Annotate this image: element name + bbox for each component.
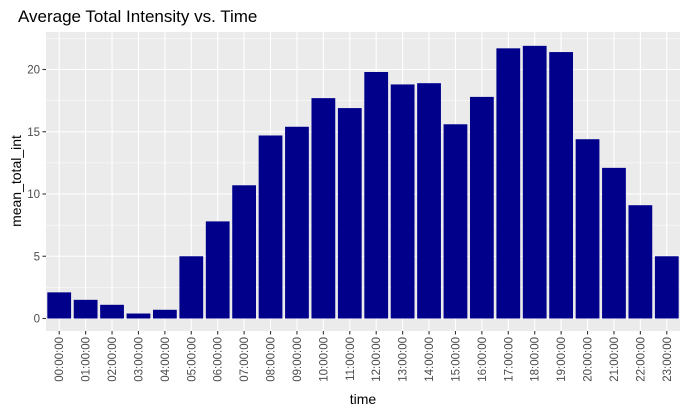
x-tick-label: 02:00:00 — [107, 337, 119, 382]
bar-02 — [100, 304, 124, 319]
x-tick-label: 14:00:00 — [424, 337, 436, 382]
y-axis: 0 5 10 15 20 — [27, 65, 46, 326]
x-tick-label: 21:00:00 — [609, 337, 621, 382]
bar-04 — [152, 309, 177, 319]
bar-18 — [522, 45, 547, 319]
x-tick-label: 03:00:00 — [133, 337, 145, 382]
x-tick-label: 17:00:00 — [503, 337, 515, 382]
x-tick-label: 06:00:00 — [213, 337, 225, 382]
x-axis-title: time — [350, 391, 377, 407]
x-tick-label: 16:00:00 — [477, 337, 489, 382]
bar-10 — [311, 98, 336, 319]
x-tick-label: 07:00:00 — [239, 337, 251, 382]
bar-14 — [417, 83, 441, 319]
x-tick-label: 01:00:00 — [81, 337, 93, 382]
x-tick-label: 11:00:00 — [345, 337, 357, 381]
bar-23 — [654, 256, 679, 319]
panel-background — [46, 32, 680, 331]
x-tick-label: 12:00:00 — [371, 337, 383, 382]
y-tick-label: 0 — [34, 314, 40, 326]
x-axis: 00:00:00 01:00:00 02:00:00 03:00:00 04:00:00… — [54, 331, 674, 382]
bar-13 — [390, 84, 415, 319]
x-tick-label: 10:00:00 — [318, 337, 330, 382]
x-tick-label: 04:00:00 — [160, 337, 172, 382]
y-axis-title: mean_total_int — [8, 135, 24, 227]
bar-15 — [443, 124, 468, 319]
bar-06 — [205, 221, 230, 319]
bar-21 — [602, 167, 626, 319]
bar-12 — [364, 71, 389, 319]
bar-08 — [258, 135, 283, 319]
x-tick-label: 23:00:00 — [662, 337, 674, 382]
bar-16 — [469, 96, 494, 319]
y-tick-label: 10 — [27, 189, 40, 201]
bar-01 — [73, 299, 98, 319]
bar-11 — [337, 108, 362, 319]
y-tick-label: 20 — [27, 65, 40, 77]
bar-17 — [496, 48, 521, 319]
bar-03 — [126, 313, 151, 319]
x-tick-label: 19:00:00 — [556, 337, 568, 382]
x-tick-label: 13:00:00 — [398, 337, 410, 382]
x-tick-label: 00:00:00 — [54, 337, 66, 382]
y-tick-label: 5 — [34, 251, 40, 263]
y-tick-label: 15 — [27, 127, 40, 139]
bar-07 — [232, 185, 257, 319]
bar-00 — [47, 292, 72, 319]
bar-05 — [179, 256, 204, 319]
x-tick-label: 20:00:00 — [583, 337, 595, 382]
chart-title: Average Total Intensity vs. Time — [18, 7, 257, 26]
x-tick-label: 09:00:00 — [292, 337, 304, 382]
bar-22 — [628, 205, 653, 319]
bar-19 — [549, 52, 574, 319]
bars — [47, 45, 679, 319]
x-tick-label: 05:00:00 — [186, 337, 198, 382]
x-tick-label: 08:00:00 — [266, 337, 278, 382]
x-tick-label: 15:00:00 — [450, 337, 462, 382]
x-tick-label: 22:00:00 — [635, 337, 647, 382]
bar-20 — [575, 139, 600, 319]
bar-09 — [285, 126, 309, 319]
x-tick-label: 18:00:00 — [530, 337, 542, 382]
